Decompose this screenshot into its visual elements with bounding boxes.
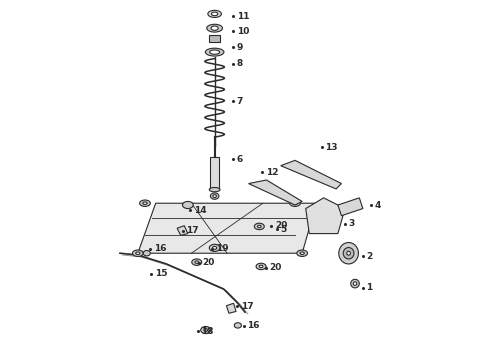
Ellipse shape (205, 48, 224, 56)
Text: 6: 6 (237, 155, 243, 164)
Ellipse shape (211, 26, 218, 30)
Ellipse shape (209, 188, 220, 192)
Ellipse shape (192, 259, 202, 265)
Text: 7: 7 (237, 96, 243, 105)
Ellipse shape (195, 261, 198, 264)
Ellipse shape (259, 265, 263, 268)
Polygon shape (248, 180, 302, 205)
Ellipse shape (201, 327, 211, 334)
Polygon shape (306, 198, 345, 234)
Polygon shape (281, 160, 342, 189)
Text: 20: 20 (275, 221, 287, 230)
Text: 12: 12 (266, 168, 278, 177)
Ellipse shape (208, 10, 221, 18)
Ellipse shape (353, 282, 357, 285)
Text: 19: 19 (216, 244, 229, 253)
Ellipse shape (182, 202, 193, 208)
Ellipse shape (347, 251, 350, 255)
Ellipse shape (213, 247, 217, 249)
Ellipse shape (254, 223, 264, 230)
Ellipse shape (213, 195, 217, 198)
Text: 20: 20 (270, 264, 282, 273)
Ellipse shape (143, 202, 147, 204)
Text: 17: 17 (186, 226, 199, 235)
Ellipse shape (256, 263, 266, 270)
Ellipse shape (211, 12, 218, 16)
Ellipse shape (207, 24, 222, 32)
Text: 18: 18 (201, 327, 214, 336)
Ellipse shape (351, 279, 359, 288)
Ellipse shape (136, 252, 140, 255)
Ellipse shape (143, 251, 150, 256)
Ellipse shape (339, 243, 358, 264)
Ellipse shape (343, 248, 354, 259)
Text: 13: 13 (325, 143, 338, 152)
Polygon shape (138, 203, 317, 253)
Ellipse shape (132, 250, 143, 256)
Text: 16: 16 (154, 244, 167, 253)
Polygon shape (177, 226, 188, 235)
Ellipse shape (209, 244, 220, 251)
Text: 17: 17 (241, 302, 253, 311)
Ellipse shape (204, 329, 207, 332)
Bar (210, 157, 220, 189)
Ellipse shape (234, 323, 242, 328)
Text: 11: 11 (237, 12, 249, 21)
Ellipse shape (140, 200, 150, 206)
Text: 10: 10 (237, 27, 249, 36)
Ellipse shape (300, 252, 304, 255)
Text: 4: 4 (374, 201, 381, 210)
Text: 16: 16 (247, 321, 260, 330)
Text: 5: 5 (281, 225, 287, 234)
Text: 8: 8 (237, 59, 243, 68)
Ellipse shape (258, 225, 261, 228)
Ellipse shape (210, 193, 219, 199)
Text: 9: 9 (237, 43, 243, 52)
Ellipse shape (293, 202, 297, 204)
Text: 20: 20 (202, 258, 215, 267)
Ellipse shape (297, 250, 308, 256)
Ellipse shape (210, 50, 220, 54)
Text: 3: 3 (348, 219, 355, 228)
Ellipse shape (290, 200, 300, 206)
Polygon shape (226, 303, 236, 313)
Text: 15: 15 (155, 269, 168, 278)
Text: 1: 1 (367, 283, 373, 292)
Polygon shape (338, 198, 363, 216)
Text: 2: 2 (367, 252, 373, 261)
Text: 14: 14 (194, 206, 207, 215)
Bar (209, 35, 220, 42)
